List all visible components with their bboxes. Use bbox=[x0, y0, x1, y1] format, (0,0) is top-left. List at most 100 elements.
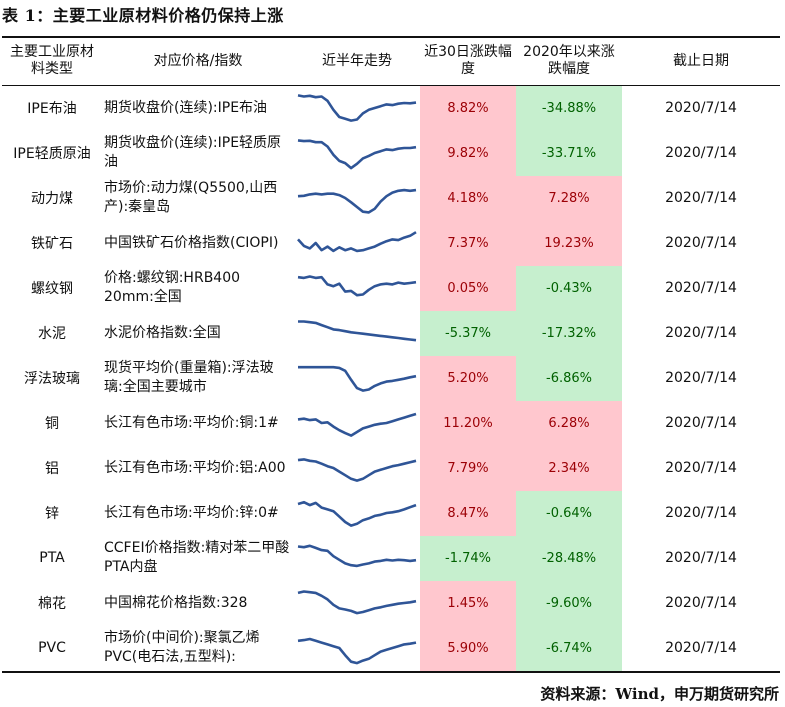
price-index: 市场价(中间价):聚氯乙烯PVC(电石法,五型料): bbox=[104, 630, 260, 665]
change-30d: 5.90% bbox=[420, 625, 516, 672]
material-name: IPE轻质原油 bbox=[13, 146, 91, 162]
price-index: 价格:螺纹钢:HRB400 20mm:全国 bbox=[104, 270, 241, 305]
trend-sparkline-cell bbox=[294, 131, 420, 176]
change-30d: 8.47% bbox=[420, 490, 516, 536]
sparkline-line bbox=[297, 138, 417, 169]
price-index: 中国铁矿石价格指数(CIOPI) bbox=[104, 234, 279, 251]
sparkline-line bbox=[297, 589, 417, 614]
change-ytd: -34.88% bbox=[516, 85, 622, 131]
header-chg2020: 2020年以来涨跌幅度 bbox=[523, 44, 615, 78]
material-name: PVC bbox=[38, 640, 66, 656]
material-name: 水泥 bbox=[38, 326, 66, 342]
change-ytd: -17.32% bbox=[516, 310, 622, 356]
cutoff-date: 2020/7/14 bbox=[665, 235, 737, 251]
table-row: 螺纹钢 价格:螺纹钢:HRB400 20mm:全国 0.05% -0.43% 2020/… bbox=[2, 265, 780, 311]
sparkline-line bbox=[297, 500, 417, 527]
trend-sparkline bbox=[297, 138, 417, 169]
price-index: 中国棉花价格指数:328 bbox=[104, 594, 248, 611]
price-index: 市场价:动力煤(Q5500,山西产):秦皇岛 bbox=[104, 180, 278, 215]
sparkline-line bbox=[297, 544, 417, 567]
trend-sparkline-cell bbox=[294, 536, 420, 581]
trend-sparkline-cell bbox=[294, 356, 420, 401]
trend-sparkline bbox=[297, 230, 417, 252]
header-chg30: 近30日涨跌幅度 bbox=[424, 44, 512, 78]
trend-sparkline bbox=[297, 274, 417, 297]
sparkline-line bbox=[297, 457, 417, 482]
change-ytd: -9.60% bbox=[516, 580, 622, 626]
trend-sparkline bbox=[298, 365, 417, 392]
material-name: 铁矿石 bbox=[31, 236, 73, 252]
trend-sparkline-cell bbox=[294, 311, 420, 356]
change-30d: 9.82% bbox=[420, 130, 516, 176]
cutoff-date: 2020/7/14 bbox=[665, 145, 737, 161]
change-30d: 8.82% bbox=[420, 85, 516, 131]
sparkline-line bbox=[297, 93, 417, 122]
change-ytd: -6.86% bbox=[516, 355, 622, 401]
table-row: 浮法玻璃 现货平均价(重量箱):浮法玻璃:全国主要城市 5.20% -6.86% 202… bbox=[2, 355, 780, 401]
change-ytd: -0.64% bbox=[516, 490, 622, 536]
material-name: 锌 bbox=[45, 506, 59, 522]
cutoff-date: 2020/7/14 bbox=[665, 325, 737, 341]
sparkline-line bbox=[298, 319, 417, 341]
header-index: 对应价格/指数 bbox=[153, 52, 243, 69]
trend-sparkline bbox=[297, 93, 417, 122]
change-ytd: 6.28% bbox=[516, 400, 622, 446]
price-index: 水泥价格指数:全国 bbox=[104, 324, 221, 341]
price-index: 期货收盘价(连续):IPE布油 bbox=[104, 99, 268, 116]
trend-sparkline-cell bbox=[294, 266, 420, 311]
change-30d: 7.37% bbox=[420, 220, 516, 266]
material-name: 棉花 bbox=[38, 596, 66, 612]
cutoff-date: 2020/7/14 bbox=[665, 505, 737, 521]
price-index: 长江有色市场:平均价:铝:A00 bbox=[104, 459, 286, 476]
header-trend: 近半年走势 bbox=[322, 52, 392, 69]
sparkline-line bbox=[297, 412, 417, 437]
sparkline-line bbox=[298, 365, 417, 392]
change-30d: 5.20% bbox=[420, 355, 516, 401]
sparkline-line bbox=[297, 637, 417, 664]
table-row: 水泥 水泥价格指数:全国 -5.37% -17.32% 2020/7/14 bbox=[2, 310, 780, 356]
table-row: IPE轻质原油 期货收盘价(连续):IPE轻质原油 9.82% -33.71% 2020… bbox=[2, 130, 780, 176]
header-row: 主要工业原材料类型 对应价格/指数 近半年走势 近30日涨跌幅度 2020年以来… bbox=[2, 37, 780, 85]
trend-sparkline bbox=[297, 637, 417, 664]
price-index: CCFEI价格指数:精对苯二甲酸PTA内盘 bbox=[104, 540, 290, 575]
change-30d: 7.79% bbox=[420, 445, 516, 491]
sparkline-line bbox=[297, 230, 417, 252]
material-name: 浮法玻璃 bbox=[24, 371, 80, 387]
sparkline-line bbox=[297, 274, 417, 297]
cutoff-date: 2020/7/14 bbox=[665, 415, 737, 431]
change-30d: 11.20% bbox=[420, 400, 516, 446]
table-row: PVC 市场价(中间价):聚氯乙烯PVC(电石法,五型料): 5.90% -6.74%… bbox=[2, 625, 780, 672]
cutoff-date: 2020/7/14 bbox=[665, 370, 737, 386]
cutoff-date: 2020/7/14 bbox=[665, 550, 737, 566]
source-note: 资料来源：Wind，申万期货研究所 bbox=[540, 685, 779, 703]
change-30d: -1.74% bbox=[420, 535, 516, 581]
change-ytd: 19.23% bbox=[516, 220, 622, 266]
materials-table: 主要工业原材料类型 对应价格/指数 近半年走势 近30日涨跌幅度 2020年以来… bbox=[2, 36, 780, 673]
trend-sparkline-cell bbox=[294, 446, 420, 491]
cutoff-date: 2020/7/14 bbox=[665, 460, 737, 476]
material-name: 螺纹钢 bbox=[31, 281, 73, 297]
material-name: 铝 bbox=[45, 461, 59, 477]
cutoff-date: 2020/7/14 bbox=[665, 595, 737, 611]
table-row: IPE布油 期货收盘价(连续):IPE布油 8.82% -34.88% 2020/7/1… bbox=[2, 85, 780, 131]
trend-sparkline-cell bbox=[294, 221, 420, 266]
table-row: PTA CCFEI价格指数:精对苯二甲酸PTA内盘 -1.74% -28.48% 202… bbox=[2, 535, 780, 581]
cutoff-date: 2020/7/14 bbox=[665, 100, 737, 116]
header-name: 主要工业原材料类型 bbox=[10, 44, 94, 78]
change-ytd: -0.43% bbox=[516, 265, 622, 311]
trend-sparkline bbox=[297, 188, 417, 214]
material-name: 动力煤 bbox=[31, 191, 73, 207]
change-ytd: 2.34% bbox=[516, 445, 622, 491]
change-ytd: -28.48% bbox=[516, 535, 622, 581]
table-row: 铁矿石 中国铁矿石价格指数(CIOPI) 7.37% 19.23% 2020/7/14 bbox=[2, 220, 780, 266]
trend-sparkline-cell bbox=[294, 581, 420, 626]
table-row: 动力煤 市场价:动力煤(Q5500,山西产):秦皇岛 4.18% 7.28% 2020/… bbox=[2, 175, 780, 221]
trend-sparkline bbox=[297, 457, 417, 482]
change-30d: 1.45% bbox=[420, 580, 516, 626]
trend-sparkline bbox=[297, 412, 417, 437]
price-index: 长江有色市场:平均价:锌:0# bbox=[104, 504, 279, 521]
cutoff-date: 2020/7/14 bbox=[665, 640, 737, 656]
material-name: 铜 bbox=[45, 416, 59, 432]
material-name: IPE布油 bbox=[27, 101, 77, 117]
price-index: 长江有色市场:平均价:铜:1# bbox=[104, 414, 279, 431]
